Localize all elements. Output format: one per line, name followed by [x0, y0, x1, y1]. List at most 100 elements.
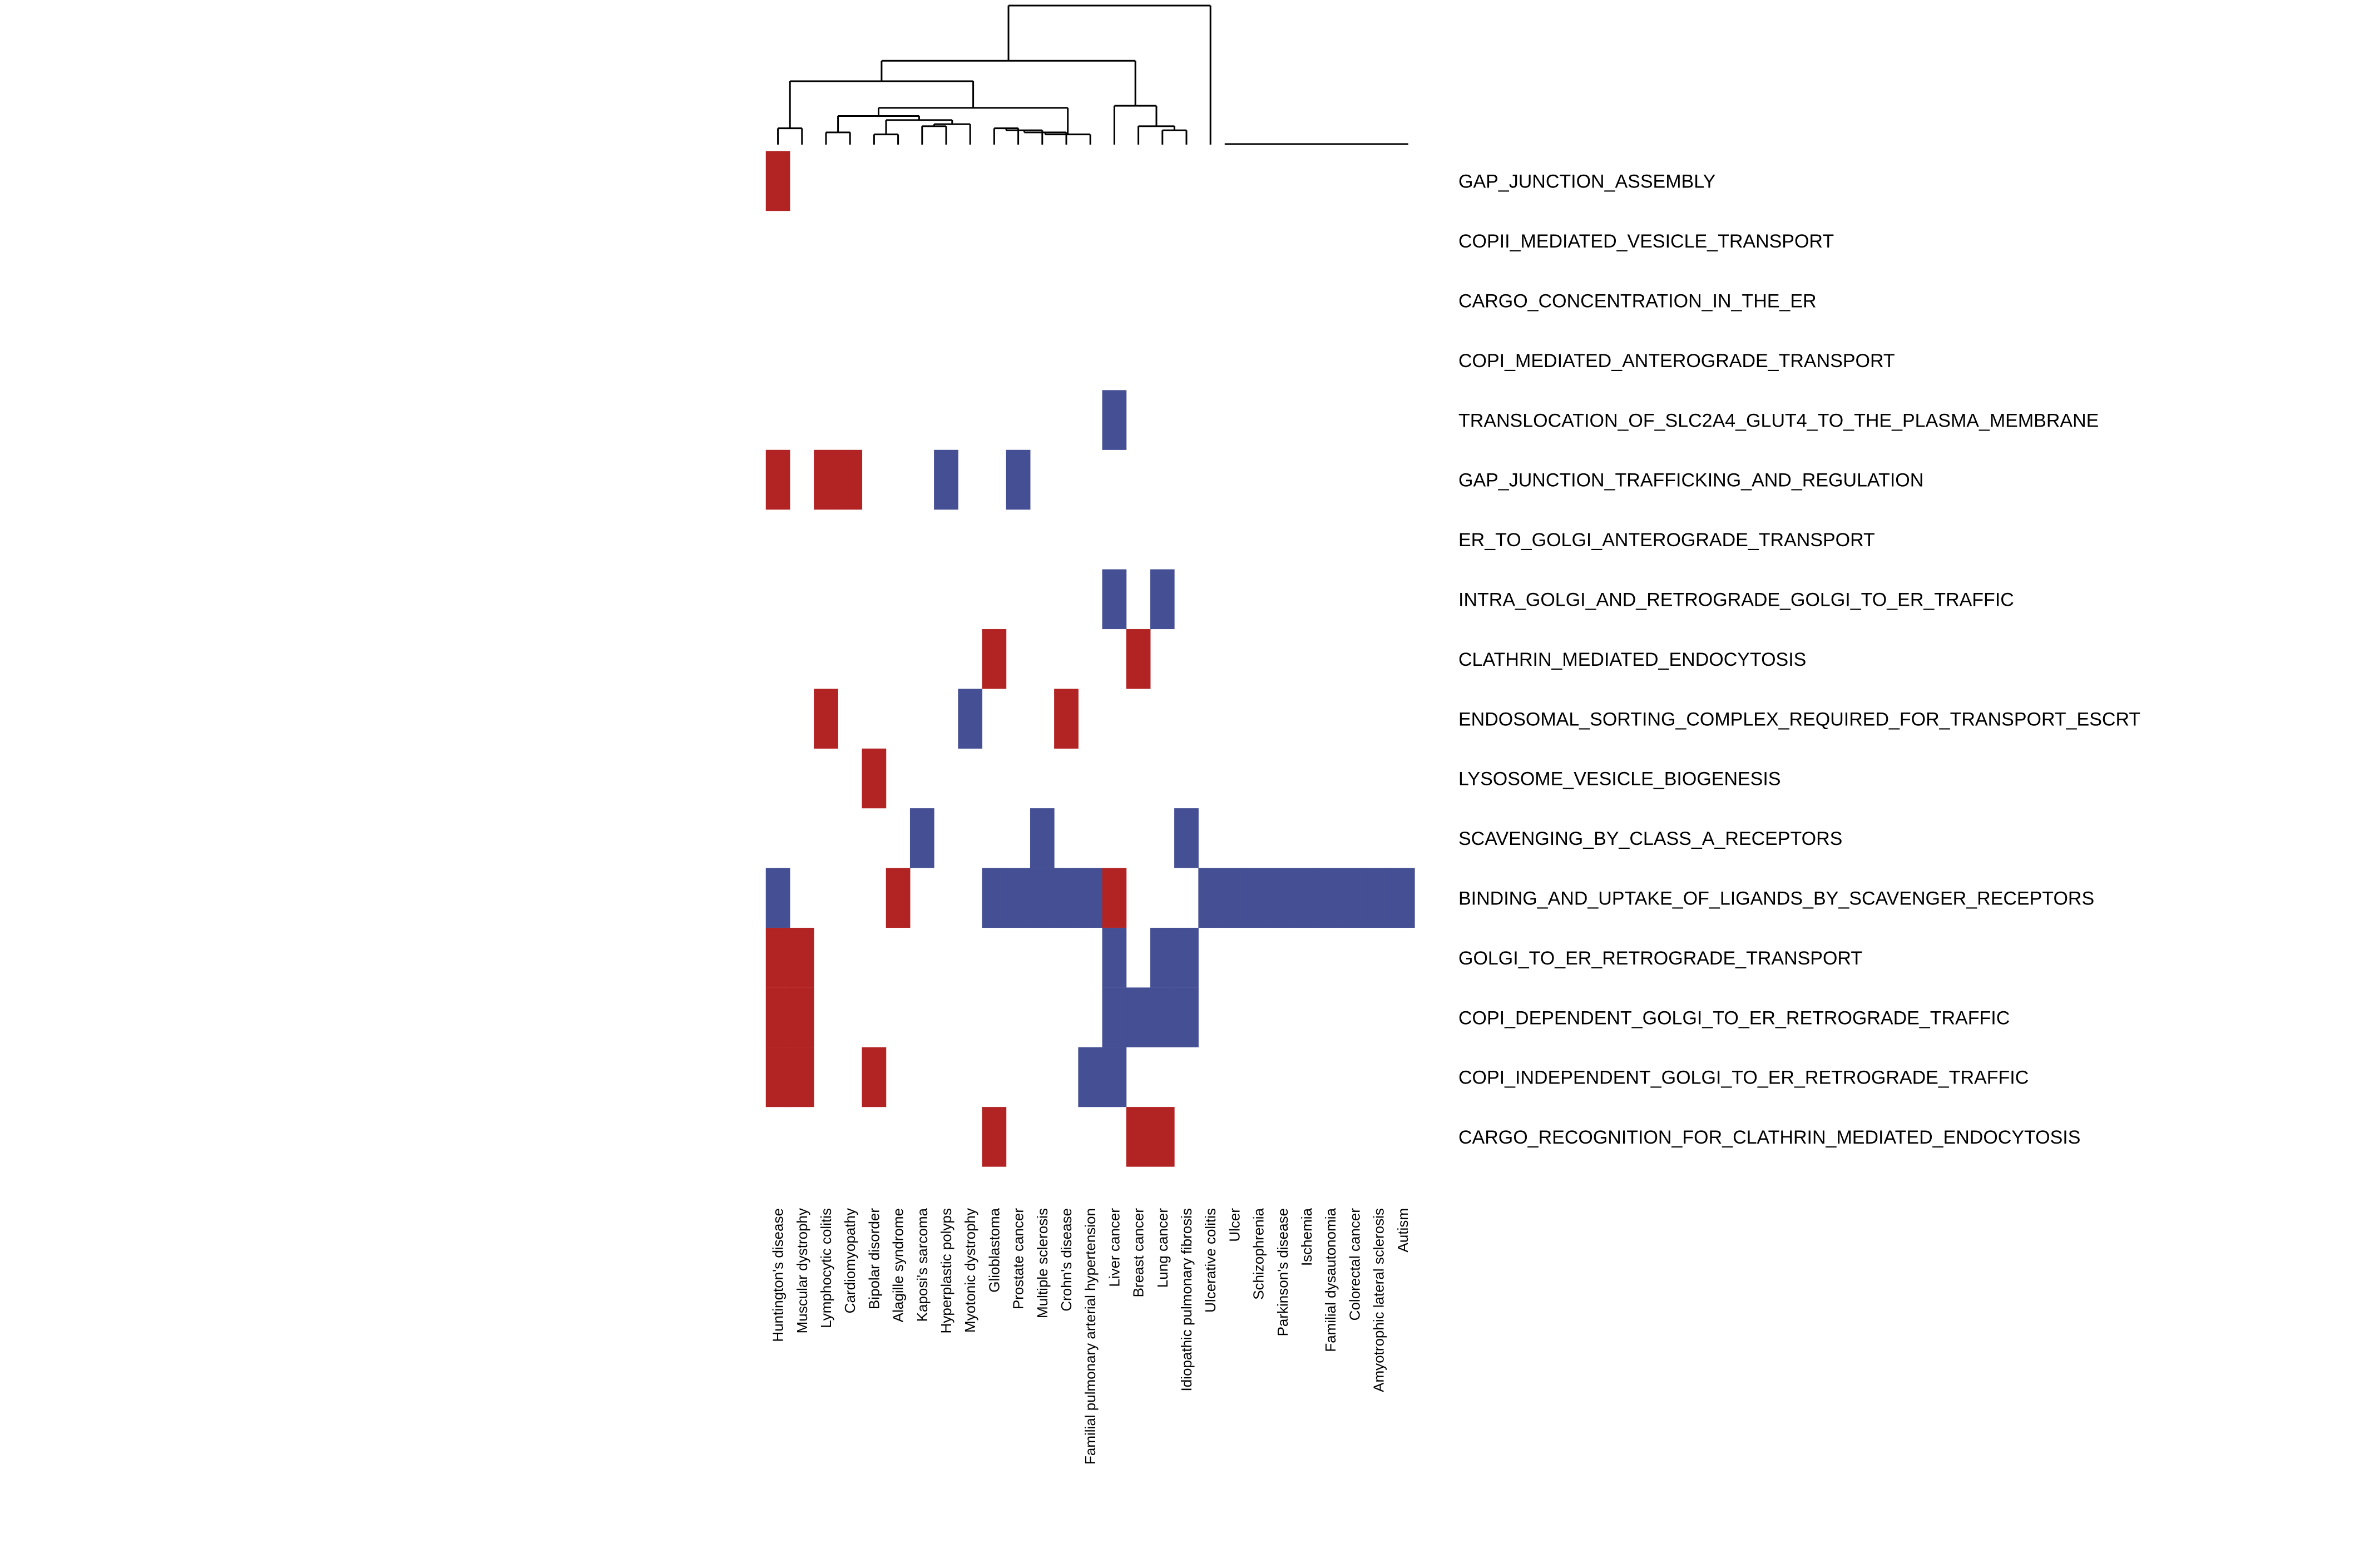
column-label: Liver cancer — [1106, 1208, 1122, 1287]
heatmap-cell — [982, 629, 1007, 689]
heatmap-cell — [1054, 868, 1079, 928]
heatmap-cell — [1174, 927, 1199, 988]
column-label: Bipolar disorder — [865, 1208, 882, 1309]
heatmap-cell — [765, 927, 790, 988]
row-label: INTRA_GOLGI_AND_RETROGRADE_GOLGI_TO_ER_T… — [1458, 590, 2014, 611]
heatmap-cell — [1174, 987, 1199, 1047]
heatmap-cell — [934, 449, 958, 510]
heatmap-cell — [789, 1047, 814, 1107]
heatmap-cell — [982, 1107, 1007, 1167]
row-label: GAP_JUNCTION_TRAFFICKING_AND_REGULATION — [1458, 470, 1923, 491]
heatmap-cell — [1126, 987, 1151, 1047]
column-label: Alagille syndrome — [890, 1208, 907, 1322]
heatmap-cell — [1054, 689, 1079, 749]
column-label: Familial pulmonary arterial hypertension — [1082, 1208, 1099, 1465]
row-label: COPI_MEDIATED_ANTEROGRADE_TRANSPORT — [1458, 350, 1895, 372]
heatmap-cell — [1078, 1047, 1103, 1107]
column-label: Autism — [1394, 1208, 1411, 1252]
heatmap-cell — [1150, 1107, 1175, 1167]
column-label: Familial dysautonomia — [1322, 1208, 1339, 1352]
row-label: GOLGI_TO_ER_RETROGRADE_TRANSPORT — [1458, 948, 1862, 969]
heatmap-cell — [1102, 987, 1127, 1047]
row-label: COPI_INDEPENDENT_GOLGI_TO_ER_RETROGRADE_… — [1458, 1067, 2029, 1089]
heatmap-cell — [1126, 1107, 1151, 1167]
heatmap-cell — [1318, 868, 1343, 928]
heatmap-cell — [1102, 390, 1127, 450]
heatmap-cell — [1078, 868, 1103, 928]
heatmap-cell — [958, 689, 983, 749]
heatmap-cell — [862, 748, 887, 809]
column-dendrogram — [777, 4, 1408, 145]
column-label: Hyperplastic polyps — [938, 1208, 954, 1333]
column-label: Colorectal cancer — [1346, 1208, 1363, 1321]
heatmap-cell — [1174, 808, 1199, 868]
heatmap-cell — [1006, 868, 1031, 928]
column-label: Parkinson's disease — [1274, 1208, 1291, 1336]
heatmap-cell — [862, 1047, 887, 1107]
heatmap-cell — [814, 449, 838, 510]
heatmap-cell — [765, 151, 790, 211]
heatmap-cell — [765, 1047, 790, 1107]
column-label: Prostate cancer — [1010, 1208, 1027, 1309]
column-label: Myotonic dystrophy — [962, 1208, 978, 1333]
heatmap-cell — [1246, 868, 1271, 928]
column-label: Lymphocytic colitis — [818, 1208, 834, 1328]
heatmap-cell — [838, 449, 863, 510]
heatmap-cell — [886, 868, 911, 928]
heatmap-cell — [1294, 868, 1319, 928]
heatmap-cell — [1150, 569, 1175, 630]
column-label: Multiple sclerosis — [1034, 1208, 1051, 1318]
column-label: Muscular dystrophy — [794, 1208, 810, 1333]
heatmap-cell — [1030, 808, 1055, 868]
column-label: Ulcer — [1226, 1208, 1243, 1242]
row-label: ENDOSOMAL_SORTING_COMPLEX_REQUIRED_FOR_T… — [1458, 709, 2140, 730]
heatmap-cell — [789, 927, 814, 988]
heatmap-cell — [1390, 868, 1415, 928]
column-label: Crohn's disease — [1058, 1208, 1075, 1312]
row-label: SCAVENGING_BY_CLASS_A_RECEPTORS — [1458, 828, 1842, 849]
heatmap-cell — [909, 808, 934, 868]
heatmap-cell — [1030, 868, 1055, 928]
column-labels: Huntington's disease Muscular dystrophy Ly… — [770, 1208, 1411, 1465]
row-label: COPI_DEPENDENT_GOLGI_TO_ER_RETROGRADE_TR… — [1458, 1007, 2010, 1028]
row-label: CLATHRIN_MEDIATED_ENDOCYTOSIS — [1458, 649, 1806, 670]
column-label: Huntington's disease — [770, 1208, 787, 1342]
heatmap-cell — [1102, 927, 1127, 988]
heatmap-cell — [789, 987, 814, 1047]
column-label: Amyotrophic lateral sclerosis — [1371, 1208, 1387, 1392]
column-label: Glioblastoma — [986, 1208, 1002, 1292]
column-label: Schizophrenia — [1250, 1208, 1267, 1299]
heatmap-cell — [1222, 868, 1247, 928]
heatmap-cell — [1366, 868, 1391, 928]
column-label: Cardiomyopathy — [842, 1208, 858, 1313]
heatmap-cell — [1126, 629, 1151, 689]
heatmap-cell — [765, 449, 790, 510]
row-labels: GAP_JUNCTION_ASSEMBLY COPII_MEDIATED_VESI… — [1458, 171, 2140, 1148]
row-label: GAP_JUNCTION_ASSEMBLY — [1458, 171, 1715, 192]
heatmap-cell — [1102, 569, 1127, 630]
column-label: Kaposi's sarcoma — [914, 1208, 931, 1322]
row-label: CARGO_CONCENTRATION_IN_THE_ER — [1458, 291, 1817, 312]
heatmap-cell — [1150, 987, 1175, 1047]
column-label: Breast cancer — [1130, 1208, 1147, 1298]
heatmap-cell — [982, 868, 1007, 928]
heatmap-cell — [1342, 868, 1367, 928]
row-label: TRANSLOCATION_OF_SLC2A4_GLUT4_TO_THE_PLA… — [1458, 410, 2099, 431]
heatmap-cell — [1006, 449, 1031, 510]
row-label: CARGO_RECOGNITION_FOR_CLATHRIN_MEDIATED_… — [1458, 1127, 2080, 1148]
column-label: Idiopathic pulmonary fibrosis — [1178, 1208, 1195, 1392]
heatmap-cell — [1198, 868, 1223, 928]
row-label: COPII_MEDIATED_VESICLE_TRANSPORT — [1458, 231, 1834, 252]
heatmap-cell — [814, 689, 838, 749]
heatmap-cells — [765, 151, 1415, 1167]
heatmap-cell — [1102, 1047, 1127, 1107]
heatmap-cell — [1150, 927, 1175, 988]
heatmap-cell — [765, 868, 790, 928]
row-label: ER_TO_GOLGI_ANTEROGRADE_TRANSPORT — [1458, 530, 1875, 551]
heatmap-cell — [1102, 868, 1127, 928]
column-label: Ulcerative colitis — [1202, 1208, 1219, 1313]
heatmap-cell — [765, 987, 790, 1047]
row-label: LYSOSOME_VESICLE_BIOGENESIS — [1458, 769, 1780, 790]
column-label: Lung cancer — [1154, 1208, 1171, 1288]
